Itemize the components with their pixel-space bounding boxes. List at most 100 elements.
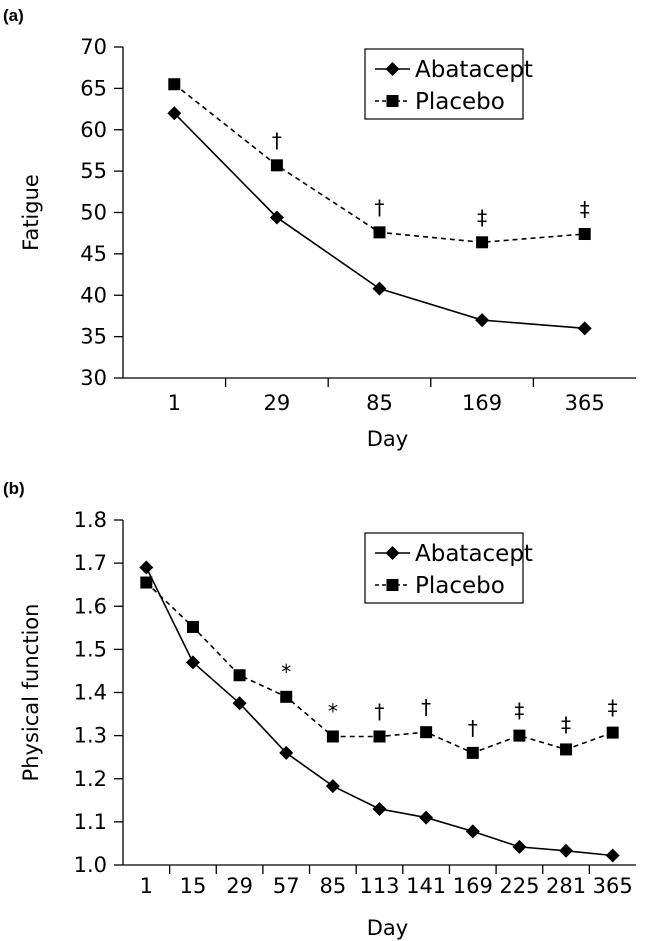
y-axis-title: Physical function: [19, 604, 43, 782]
legend-label: Abatacept: [415, 57, 533, 83]
y-tick-label: 45: [80, 242, 107, 266]
significance-marker: †: [468, 716, 478, 740]
panel-label: (a): [3, 6, 24, 25]
data-point-placebo: [140, 576, 153, 589]
x-tick-label: 141: [406, 874, 446, 898]
data-point-placebo: [466, 746, 479, 759]
x-tick-label: 365: [593, 874, 633, 898]
y-tick-label: 1.5: [74, 637, 107, 661]
legend-box: [364, 532, 524, 604]
significance-marker: ‡: [561, 712, 571, 736]
data-point-abatacept: [465, 824, 480, 839]
legend-label: Placebo: [415, 89, 505, 115]
data-point-abatacept: [279, 745, 294, 760]
data-point-placebo: [270, 159, 283, 172]
significance-marker: †: [421, 695, 431, 719]
legend-label: Abatacept: [415, 541, 533, 567]
data-point-abatacept: [372, 801, 387, 816]
data-point-placebo: [373, 226, 386, 239]
data-point-placebo: [326, 730, 339, 743]
data-point-placebo: [476, 236, 489, 249]
y-tick-label: 1.8: [74, 508, 107, 532]
data-point-placebo: [186, 620, 199, 633]
data-point-abatacept: [577, 321, 592, 336]
data-point-placebo: [560, 743, 573, 756]
legend-box: [364, 48, 524, 120]
legend-label: Placebo: [415, 573, 505, 599]
data-point-abatacept: [185, 655, 200, 670]
x-tick-label: 29: [226, 874, 253, 898]
significance-marker: ‡: [580, 197, 590, 221]
y-tick-label: 55: [80, 159, 107, 183]
x-tick-label: 1: [168, 391, 181, 415]
legend-marker-abatacept: [385, 546, 400, 560]
x-tick-label: 15: [180, 874, 207, 898]
legend: Abatacept Placebo: [364, 48, 533, 120]
y-axis-title: Fatigue: [19, 174, 43, 251]
y-tick-label: 1.3: [74, 724, 107, 748]
legend-marker-placebo: [386, 579, 399, 591]
significance-marker: ‡: [608, 696, 618, 720]
data-point-abatacept: [512, 839, 527, 854]
significance-marker: *: [328, 699, 338, 723]
y-tick-label: 30: [80, 366, 107, 390]
y-tick-label: 1.6: [74, 594, 107, 618]
x-tick-label: 169: [462, 391, 502, 415]
data-point-placebo: [513, 729, 526, 742]
y-tick-label: 1.7: [74, 551, 107, 575]
data-point-placebo: [168, 78, 181, 91]
panel-label: (b): [3, 479, 25, 498]
y-tick-label: 65: [80, 76, 107, 100]
y-tick-label: 60: [80, 118, 107, 142]
x-tick-label: 85: [366, 391, 393, 415]
y-tick-label: 35: [80, 325, 107, 349]
series-line-placebo: [145, 581, 613, 754]
data-point-abatacept: [605, 848, 620, 863]
data-point-abatacept: [419, 810, 434, 825]
data-point-abatacept: [139, 560, 154, 575]
data-point-placebo: [578, 228, 591, 241]
y-tick-label: 1.4: [74, 681, 107, 705]
x-axis-title: Day: [367, 427, 408, 451]
y-tick-label: 1.0: [74, 853, 107, 877]
significance-marker: †: [272, 128, 282, 152]
data-point-abatacept: [559, 843, 574, 858]
panel-a: (a) 30 35 40 45 50 55 60 65 70 1 29 85 169 365 Day Fatig…: [3, 6, 636, 451]
data-point-placebo: [233, 669, 246, 682]
y-tick-label: 70: [80, 35, 107, 59]
x-tick-label: 281: [546, 874, 586, 898]
significance-marker: †: [375, 699, 385, 723]
data-point-abatacept: [372, 281, 387, 296]
x-tick-label: 85: [319, 874, 346, 898]
data-point-placebo: [420, 726, 433, 739]
series-line-abatacept: [173, 112, 585, 330]
legend-marker-abatacept: [385, 62, 400, 76]
data-point-abatacept: [475, 313, 490, 328]
x-tick-label: 225: [499, 874, 539, 898]
y-tick-label: 40: [80, 283, 107, 307]
data-point-placebo: [280, 690, 293, 703]
x-tick-label: 365: [565, 391, 605, 415]
x-tick-label: 1: [140, 874, 153, 898]
significance-marker: ‡: [514, 699, 524, 723]
y-tick-label: 1.1: [74, 810, 107, 834]
x-tick-label: 57: [273, 874, 300, 898]
x-tick-label: 113: [359, 874, 399, 898]
panel-b: (b) 1.0 1.1 1.2 1.3 1.4 1.5 1.6 1.7 1.8 1 15 29 57 85 1…: [3, 479, 636, 940]
x-tick-label: 169: [453, 874, 493, 898]
data-point-abatacept: [167, 106, 182, 121]
data-point-abatacept: [325, 779, 340, 794]
significance-marker: †: [375, 195, 385, 219]
data-point-placebo: [606, 726, 619, 739]
legend-marker-placebo: [386, 95, 399, 107]
data-point-placebo: [373, 730, 386, 743]
x-tick-label: 29: [264, 391, 291, 415]
y-tick-label: 50: [80, 201, 107, 225]
significance-marker: *: [281, 660, 291, 684]
legend: Abatacept Placebo: [364, 532, 533, 604]
y-tick-label: 1.2: [74, 767, 107, 791]
significance-marker: ‡: [477, 205, 487, 229]
data-point-abatacept: [232, 696, 247, 711]
data-point-abatacept: [269, 210, 284, 225]
